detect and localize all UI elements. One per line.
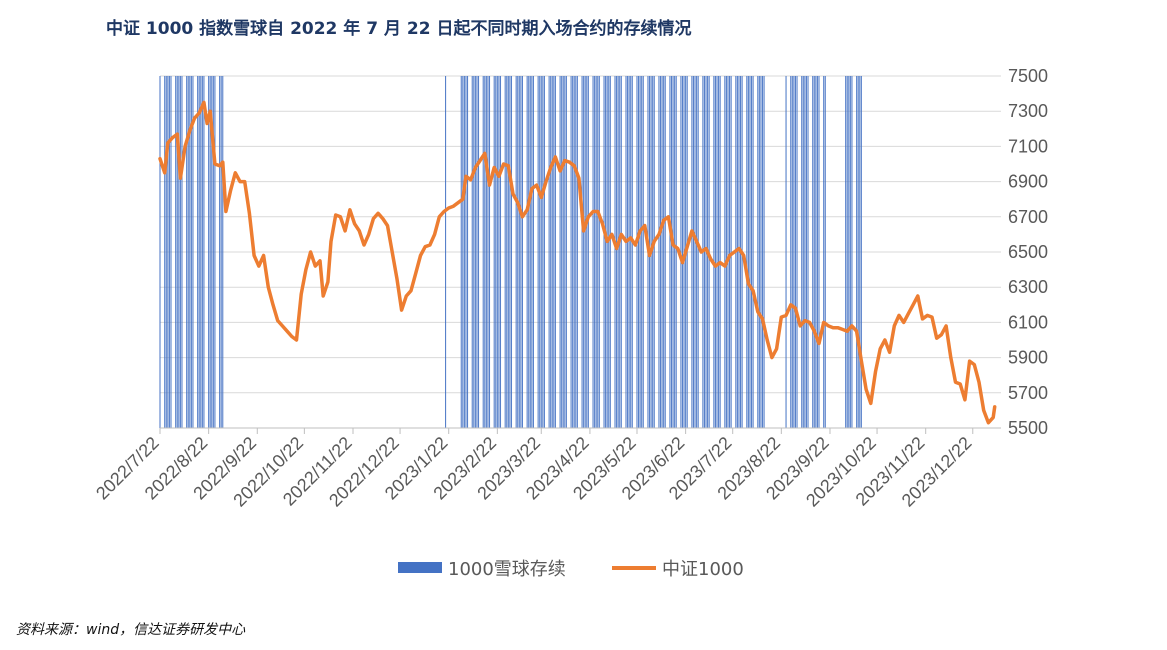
y-tick-label: 6700 — [1008, 207, 1048, 227]
y-tick-label: 6300 — [1008, 277, 1048, 297]
y-tick-label: 5700 — [1008, 383, 1048, 403]
y-tick-label: 6500 — [1008, 242, 1048, 262]
survival-bars — [159, 76, 862, 428]
y-tick-label: 6900 — [1008, 172, 1048, 192]
axes: 5500 5700 5900 6100 6300 6500 6700 6900 7100 7300… — [92, 66, 1048, 511]
legend: 1000雪球存续 中证1000 — [398, 559, 744, 580]
y-tick-label: 5500 — [1008, 418, 1048, 438]
y-tick-label: 7500 — [1008, 66, 1048, 86]
y-tick-label: 5900 — [1008, 348, 1048, 368]
index-line — [158, 100, 997, 425]
legend-label-bars: 1000雪球存续 — [448, 559, 566, 580]
chart-title: 中证 1000 指数雪球自 2022 年 7 月 22 日起不同时期入场合约的存… — [106, 19, 692, 39]
source-note: 资料来源：wind，信达证券研发中心 — [16, 622, 246, 638]
y-tick-label: 7100 — [1008, 136, 1048, 156]
legend-label-line: 中证1000 — [662, 559, 744, 580]
y-tick-label: 7300 — [1008, 101, 1048, 121]
y-tick-label: 6100 — [1008, 312, 1048, 332]
index-line-path — [158, 100, 997, 425]
legend-swatch-bars — [398, 562, 442, 573]
